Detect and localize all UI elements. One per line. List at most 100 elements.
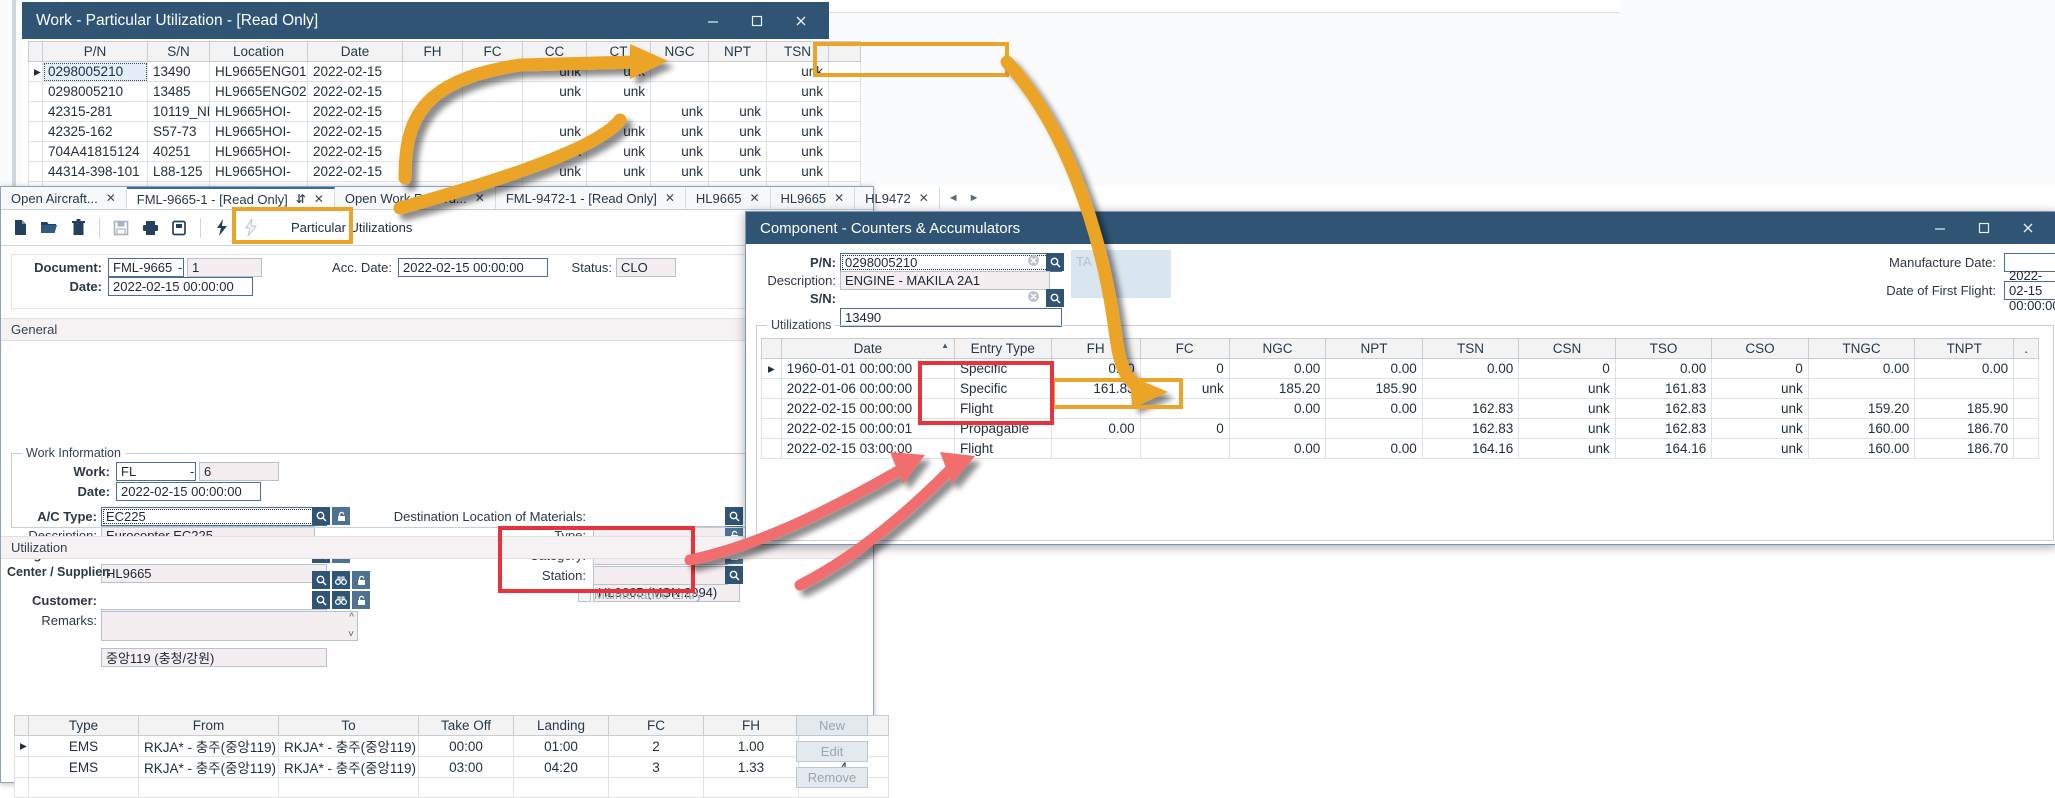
cell-fc[interactable]: 3 <box>1139 438 1230 459</box>
row-marker[interactable] <box>761 418 782 439</box>
util-col-type[interactable]: Type <box>28 715 139 736</box>
cell-fc[interactable]: 0 <box>462 101 523 122</box>
cell-takeoff[interactable]: 03:00 <box>418 756 514 778</box>
cell-fc[interactable]: 0 <box>1139 418 1230 439</box>
cell-date[interactable]: 2022-01-06 00:00:00 <box>780 378 956 399</box>
cell-npt[interactable]: 0.00 <box>1325 358 1423 379</box>
document-field[interactable]: FML-9665 <box>108 258 184 277</box>
particular-utilizations-menu[interactable]: Particular Utilizations <box>291 220 413 235</box>
table-row[interactable]: 44314-398-101 L88-125 HL9665HOI- 2022-02-15… <box>28 161 861 182</box>
cell-tso[interactable]: 0.00 <box>1614 358 1713 379</box>
cell-tngc[interactable]: 160.00 <box>1807 438 1916 459</box>
sort-ascending-icon[interactable]: ▲ <box>941 341 950 350</box>
cell-ngc[interactable]: unk <box>650 141 709 162</box>
center-supplier-lock-button[interactable] <box>352 571 370 589</box>
cell-ct[interactable]: unk <box>586 61 651 82</box>
table-row[interactable]: 704A41815124 40251 HL9665HOI- 2022-02-15 0 0 u… <box>28 141 861 162</box>
cell-ngc[interactable]: 0.00 <box>1228 358 1327 379</box>
cell-tngc[interactable]: 159.20 <box>1807 378 1916 399</box>
cell-tnpt[interactable]: 185.90 <box>1914 398 2015 419</box>
work-col-location[interactable]: Location <box>209 41 308 62</box>
ac-type-search-button[interactable] <box>312 507 330 525</box>
cell-fc[interactable]: 0 <box>1139 358 1230 379</box>
cell-ct[interactable]: unk <box>586 161 651 182</box>
cell-pn[interactable]: 0298005210 <box>42 81 148 102</box>
component-pn-clear-icon[interactable] <box>1027 254 1040 270</box>
row-marker[interactable] <box>28 121 43 142</box>
print-preview-icon[interactable] <box>166 215 192 241</box>
cell-fh[interactable]: 1.00 <box>703 735 799 757</box>
station-field[interactable] <box>593 566 728 585</box>
row-marker[interactable] <box>14 756 29 778</box>
document-tab-3[interactable]: FML-9472-1 - [Read Only] ✕ <box>496 187 686 209</box>
work-col-marker[interactable] <box>28 41 43 62</box>
cell-takeoff[interactable]: 00:00 <box>418 735 514 757</box>
util-col-fc[interactable]: FC <box>608 715 704 736</box>
cell-tnpt[interactable]: 186.70 <box>1914 438 2015 459</box>
cell-entry-type[interactable]: Specific <box>954 378 1052 399</box>
row-marker[interactable] <box>28 81 43 102</box>
print-icon[interactable] <box>137 215 163 241</box>
cell-entry-type[interactable]: Flight <box>954 438 1052 459</box>
cell-entry-type[interactable]: Flight <box>954 398 1052 419</box>
cell-tnpt[interactable]: 0.00 <box>1914 358 2015 379</box>
customer-lock-button[interactable] <box>352 591 370 609</box>
ac-type-field[interactable]: EC225 <box>101 507 327 526</box>
cell-entry-type[interactable]: Specific <box>954 358 1052 379</box>
cell-location[interactable]: HL9665HOI- <box>209 161 308 182</box>
cu-col-fh[interactable]: FH <box>1050 338 1141 359</box>
work-col-fh[interactable]: FH <box>402 41 463 62</box>
cell-ngc[interactable]: 185.20 <box>1228 378 1327 399</box>
cell-from[interactable]: RKJA* - 충주(중앙119) <box>138 735 279 757</box>
cell-fc[interactable]: unk <box>1139 378 1230 399</box>
cell-fc[interactable]: 0 <box>462 81 523 102</box>
cell-csn[interactable]: unk <box>1518 378 1616 399</box>
cell-pn[interactable]: 0298005210 <box>42 61 148 82</box>
cell-cc[interactable]: unk <box>522 141 587 162</box>
cell-date[interactable]: 2022-02-15 <box>307 121 403 142</box>
cell-csn[interactable]: unk <box>1518 398 1616 419</box>
cell-fh[interactable]: 161.83 <box>1050 378 1141 399</box>
cell-ngc[interactable]: 0.00 <box>1228 438 1327 459</box>
cu-col-marker[interactable] <box>761 338 782 359</box>
cell-npt[interactable]: 0.80 <box>1325 418 1423 439</box>
document-tab-5[interactable]: HL9665 ✕ <box>771 187 856 209</box>
util-col-from[interactable]: From <box>138 715 279 736</box>
tab-scroll-right-icon[interactable]: ► <box>968 192 980 204</box>
document-tab-close-4[interactable]: ✕ <box>749 191 760 205</box>
row-marker[interactable]: ▸ <box>761 358 782 379</box>
cell-pad[interactable] <box>2013 418 2039 439</box>
delete-trash-icon[interactable] <box>65 215 91 241</box>
work-field[interactable]: FL <box>116 462 196 481</box>
cell-npt[interactable]: 0.8 <box>708 61 767 82</box>
cell-fc[interactable]: 0 <box>462 121 523 142</box>
maintenance-entry-checkbox[interactable] <box>578 589 591 602</box>
cell-cc[interactable]: unk <box>522 161 587 182</box>
cell-tsn[interactable]: unk <box>766 81 829 102</box>
cell-ngc[interactable]: unk <box>650 161 709 182</box>
cell-to[interactable]: RKJA* - 충주(중앙119) <box>278 735 419 757</box>
row-marker[interactable] <box>28 161 43 182</box>
cell-tsn[interactable]: 162.83 <box>1421 418 1520 439</box>
work-col-tsn[interactable]: TSN <box>766 41 829 62</box>
minimize-icon[interactable] <box>691 4 735 38</box>
cell-type[interactable]: EMS <box>28 735 139 757</box>
cu-col-date[interactable]: Date ▲ <box>780 338 956 359</box>
document-tab-close-6[interactable]: ✕ <box>918 191 929 205</box>
component-sn-clear-icon[interactable] <box>1027 290 1040 306</box>
cell-cc[interactable]: unk <box>522 81 587 102</box>
cell-pn[interactable]: 42315-281 <box>42 101 148 122</box>
cu-col-fc[interactable]: FC <box>1139 338 1230 359</box>
cell-npt[interactable]: unk <box>708 101 767 122</box>
cell-pn[interactable]: 42325-162 <box>42 121 148 142</box>
cell-csn[interactable]: 0 <box>1518 358 1616 379</box>
work-col-pn[interactable]: P/N <box>42 41 148 62</box>
cell-tsn[interactable]: unk <box>766 61 829 82</box>
document-tab-4[interactable]: HL9665 ✕ <box>686 187 771 209</box>
table-row[interactable]: ▸029800521013490HL9665ENG01-012022-02-15… <box>28 61 861 82</box>
cell-npt[interactable]: unk <box>708 161 767 182</box>
customer-binoculars-button[interactable] <box>332 591 350 609</box>
tab-scroll-left-icon[interactable]: ◄ <box>947 192 959 204</box>
document-tab-close-0[interactable]: ✕ <box>105 191 116 205</box>
component-sn-search-button[interactable] <box>1046 289 1064 307</box>
